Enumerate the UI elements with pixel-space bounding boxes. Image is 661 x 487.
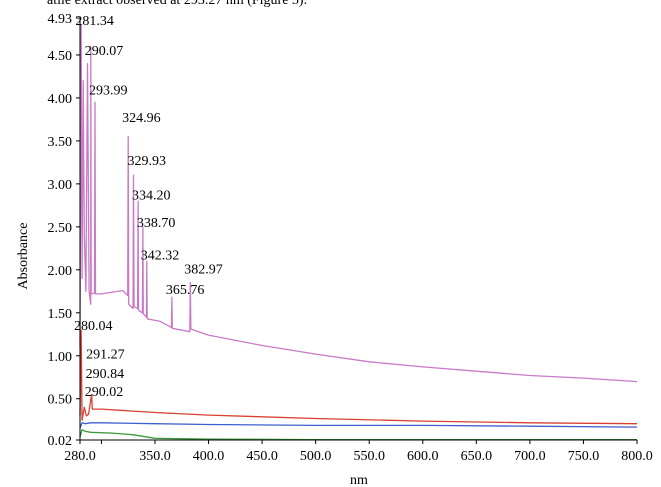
x-tick-label: 400.0 bbox=[193, 449, 225, 464]
series-line-1 bbox=[79, 24, 638, 383]
plot-series-group bbox=[79, 24, 638, 441]
y-tick-label: 2.50 bbox=[48, 221, 73, 236]
y-tick-label: 4.50 bbox=[48, 49, 73, 64]
y-tick-label: 0.50 bbox=[48, 393, 73, 408]
peak-label: 342.32 bbox=[141, 249, 180, 264]
peak-label: 334.20 bbox=[132, 188, 171, 203]
x-axis-label: nm bbox=[350, 473, 368, 487]
series-line-2 bbox=[79, 329, 638, 425]
x-tick-label: 800.0 bbox=[621, 449, 653, 464]
x-tick-label: 500.0 bbox=[300, 449, 332, 464]
series-line-3 bbox=[79, 422, 638, 429]
peak-label: 338.70 bbox=[137, 216, 176, 231]
y-tick-label: 3.50 bbox=[48, 135, 73, 150]
x-tick-label: 650.0 bbox=[461, 449, 493, 464]
peak-label: 324.96 bbox=[122, 111, 161, 126]
series-line-4 bbox=[79, 429, 637, 441]
y-tick-label: 3.00 bbox=[48, 178, 73, 193]
y-axis-label: Absorbance bbox=[16, 223, 31, 290]
x-tick-label: 550.0 bbox=[353, 449, 385, 464]
peak-label: 290.07 bbox=[85, 44, 124, 59]
y-tick-label: 0.02 bbox=[48, 434, 73, 449]
y-tick-label: 2.00 bbox=[48, 264, 73, 279]
x-tick-label: 280.0 bbox=[64, 449, 96, 464]
y-tick-label: 1.50 bbox=[48, 307, 73, 322]
peak-label: 382.97 bbox=[184, 262, 223, 277]
peak-label: 281.34 bbox=[75, 14, 114, 29]
x-tick-label: 600.0 bbox=[407, 449, 439, 464]
y-tick-label: 4.00 bbox=[48, 92, 73, 107]
x-tick-label: 450.0 bbox=[246, 449, 278, 464]
peak-label: 329.93 bbox=[127, 154, 166, 169]
peak-label: 290.02 bbox=[85, 385, 124, 400]
peak-label: 291.27 bbox=[86, 347, 125, 362]
peak-label: 293.99 bbox=[89, 83, 128, 98]
x-tick-label: 700.0 bbox=[514, 449, 546, 464]
x-tick-label: 750.0 bbox=[568, 449, 600, 464]
y-tick-label: 1.00 bbox=[48, 350, 73, 365]
caption-fragment: atile extract observed at 293.27 nm (Fig… bbox=[47, 0, 308, 8]
peak-annotations: 281.34 290.07 293.99 324.96 329.93 334.20 338.… bbox=[74, 14, 223, 400]
peak-label: 365.76 bbox=[166, 283, 205, 298]
peak-label: 280.04 bbox=[74, 319, 113, 334]
y-tick-label: 4.93 bbox=[48, 12, 73, 27]
axes-group: 0.02 0.50 1.00 1.50 2.00 2.50 3.00 3.50 4.00 4.50… bbox=[48, 12, 653, 464]
peak-label: 290.84 bbox=[86, 367, 125, 382]
x-tick-label: 350.0 bbox=[139, 449, 171, 464]
